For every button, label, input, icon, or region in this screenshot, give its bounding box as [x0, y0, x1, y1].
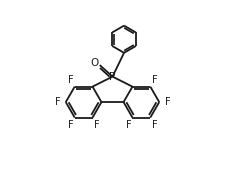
Text: F: F [68, 120, 73, 130]
Text: F: F [55, 97, 61, 107]
Text: F: F [152, 75, 157, 85]
Text: F: F [152, 120, 157, 130]
Text: F: F [68, 75, 73, 85]
Text: P: P [109, 72, 116, 82]
Text: F: F [94, 120, 99, 130]
Text: F: F [164, 97, 170, 107]
Text: F: F [126, 120, 131, 130]
Text: O: O [91, 58, 99, 68]
